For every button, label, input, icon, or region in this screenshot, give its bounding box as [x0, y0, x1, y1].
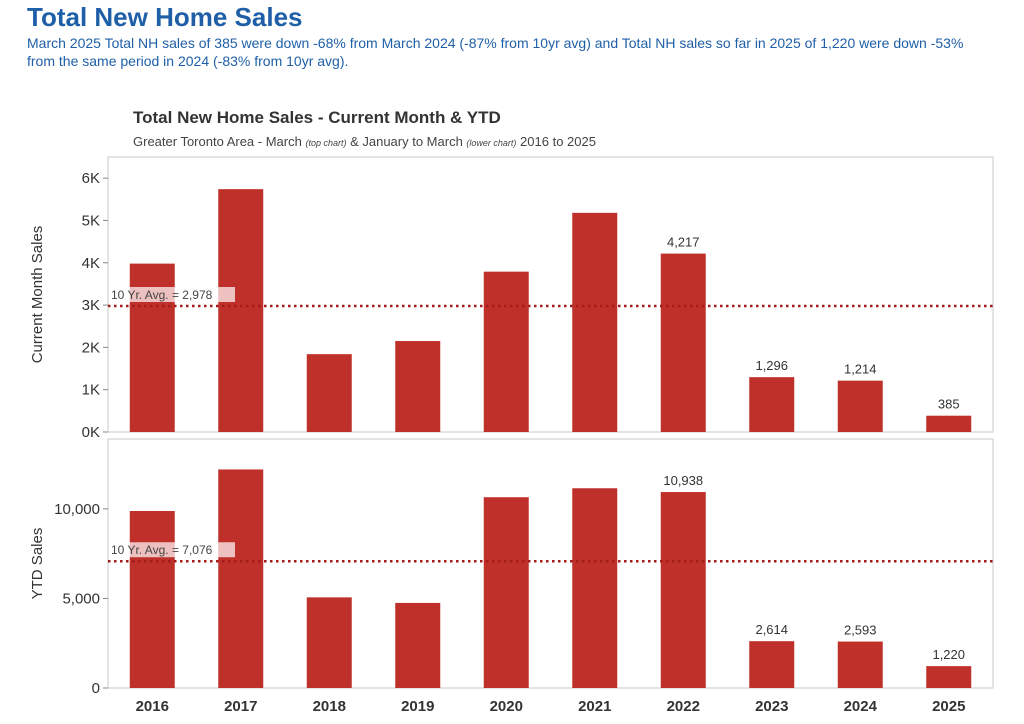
ytd-bar-2021	[572, 488, 618, 688]
chart-title: Total New Home Sales - Current Month & Y…	[133, 108, 501, 127]
current-month-avg-label-bg	[109, 287, 235, 303]
subtitle-prefix: Greater Toronto Area - March	[133, 134, 306, 149]
ytd-bar-2023	[749, 641, 795, 688]
current-month-ytick-label: 2K	[82, 339, 100, 356]
ytd-bar-2018	[306, 597, 352, 688]
ytd-bar-2020	[483, 497, 529, 688]
current-month-ytick-label: 1K	[82, 382, 100, 399]
x-tick-label-2016: 2016	[136, 698, 169, 715]
x-tick-label-2018: 2018	[313, 698, 346, 715]
ytd-data-label-2024: 2,593	[844, 623, 877, 638]
x-tick-label-2025: 2025	[932, 698, 965, 715]
subtitle-lower-note: (lower chart)	[466, 138, 517, 148]
x-tick-label-2024: 2024	[844, 698, 878, 715]
ytd-ytick-label: 0	[92, 680, 100, 697]
ytd-axis-label: YTD Sales	[29, 528, 46, 600]
x-tick-label-2023: 2023	[755, 698, 788, 715]
ytd-bar-2017	[218, 469, 264, 688]
ytd-bar-2019	[395, 602, 441, 688]
subtitle-middle: & January to March	[346, 134, 467, 149]
x-tick-label-2020: 2020	[490, 698, 523, 715]
x-tick-label-2021: 2021	[578, 698, 611, 715]
ytd-bar-2022	[660, 492, 706, 688]
current-month-bar-2025	[926, 415, 972, 432]
current-month-bar-2021	[572, 212, 618, 432]
ytd-frame	[107, 438, 994, 689]
ytd-avg-label: 10 Yr. Avg. = 7,076	[111, 543, 213, 557]
current-month-data-label-2023: 1,296	[755, 358, 788, 373]
current-month-bar-2018	[306, 354, 352, 432]
page-summary: March 2025 Total NH sales of 385 were do…	[27, 35, 964, 69]
ytd-bar-2024	[837, 641, 883, 688]
current-month-bar-2024	[837, 380, 883, 432]
current-month-frame	[107, 156, 994, 433]
current-month-ytick-label: 6K	[82, 170, 100, 187]
current-month-ytick-label: 4K	[82, 255, 100, 272]
current-month-ytick-label: 5K	[82, 212, 100, 229]
current-month-axis-label: Current Month Sales	[29, 226, 46, 364]
ytd-data-label-2025: 1,220	[932, 647, 965, 662]
ytd-data-label-2023: 2,614	[755, 622, 788, 637]
current-month-bar-2017	[218, 189, 264, 432]
x-tick-label-2017: 2017	[224, 698, 257, 715]
current-month-bar-2023	[749, 377, 795, 432]
current-month-data-label-2022: 4,217	[667, 235, 700, 250]
ytd-avg-label-bg	[109, 542, 235, 558]
subtitle-top-note: (top chart)	[305, 138, 347, 148]
current-month-data-label-2024: 1,214	[844, 362, 877, 377]
ytd-ytick-label: 10,000	[54, 501, 100, 518]
current-month-ytick-label: 3K	[82, 297, 100, 314]
ytd-bar-2025	[926, 666, 972, 688]
current-month-ytick-label: 0K	[82, 424, 100, 441]
ytd-bar-2016	[129, 511, 175, 688]
current-month-bar-2022	[660, 253, 706, 432]
current-month-avg-label: 10 Yr. Avg. = 2,978	[111, 288, 213, 302]
current-month-data-label-2025: 385	[938, 397, 960, 412]
current-month-bar-2020	[483, 271, 529, 432]
ytd-data-label-2022: 10,938	[663, 473, 703, 488]
current-month-bar-2019	[395, 341, 441, 432]
x-tick-label-2022: 2022	[667, 698, 700, 715]
subtitle-suffix: 2016 to 2025	[516, 134, 596, 149]
ytd-ytick-label: 5,000	[62, 590, 100, 607]
x-tick-label-2019: 2019	[401, 698, 434, 715]
page-title: Total New Home Sales	[27, 2, 303, 32]
chart-subtitle: Greater Toronto Area - March (top chart)…	[133, 134, 596, 149]
